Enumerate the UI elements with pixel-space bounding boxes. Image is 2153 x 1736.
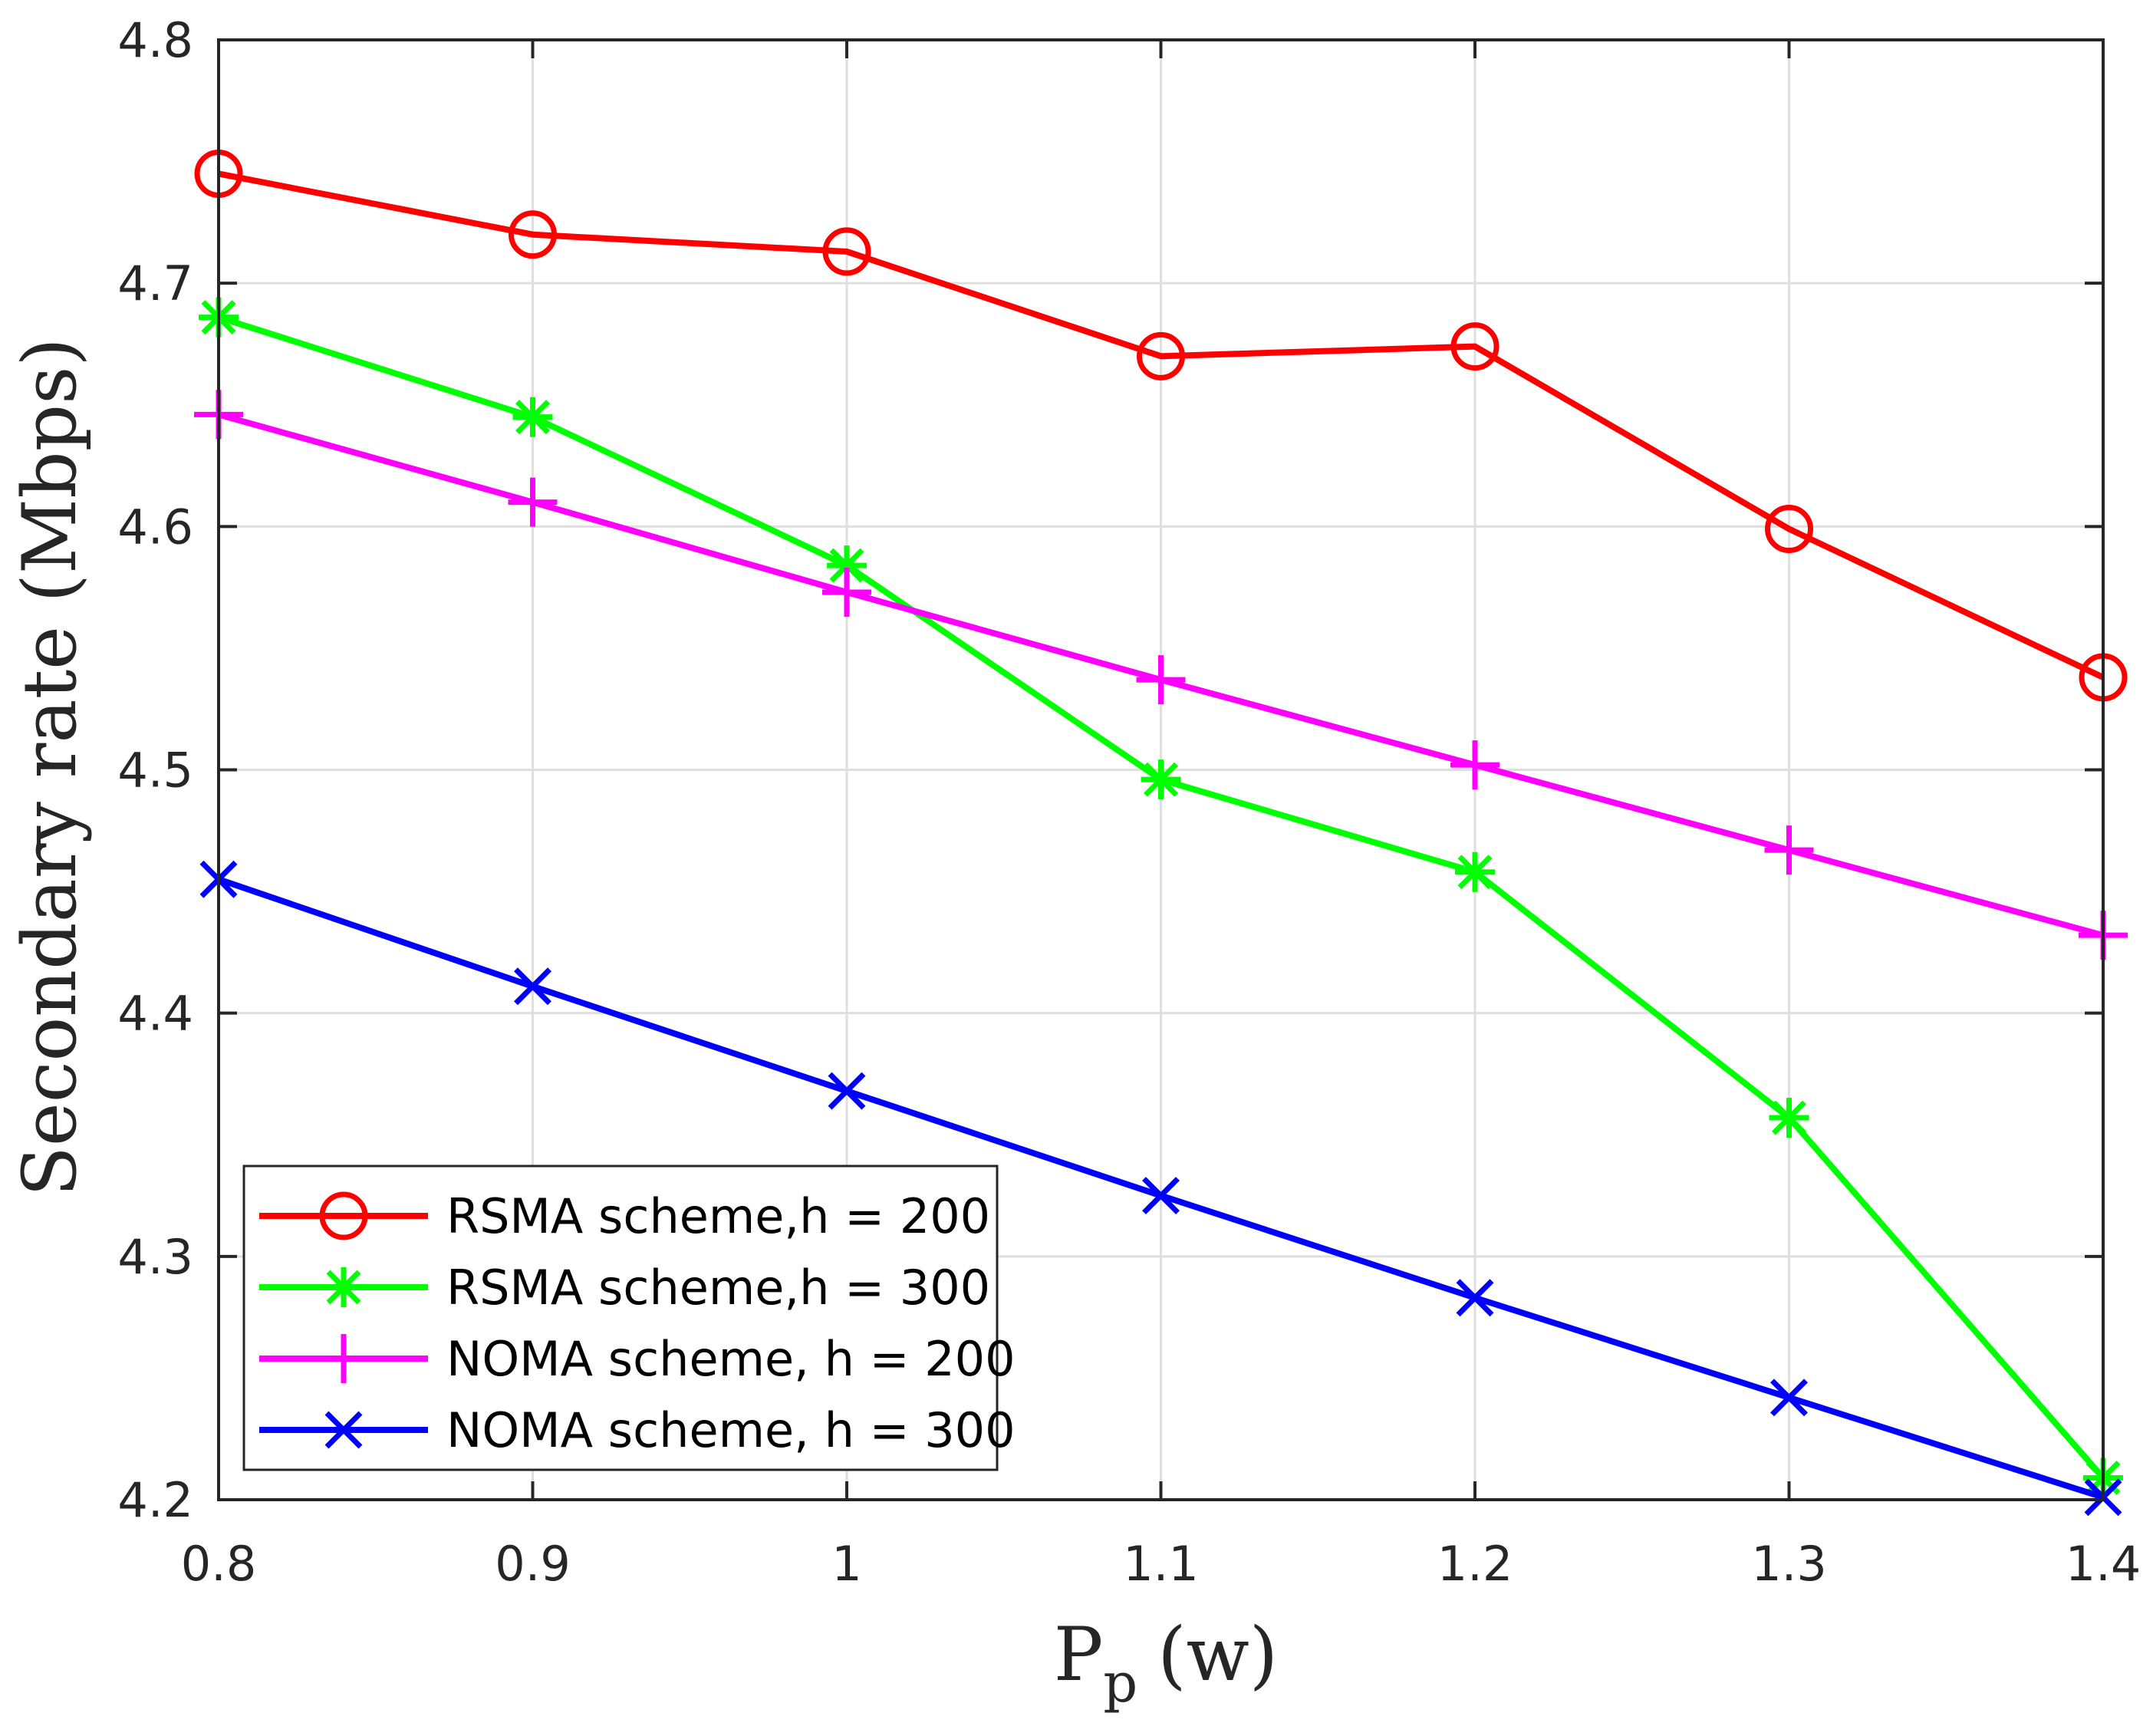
legend-item: NOMA scheme, h = 200 bbox=[259, 1331, 1016, 1387]
cross-marker bbox=[324, 1411, 363, 1449]
x-tick-label: 1.4 bbox=[2066, 1536, 2141, 1592]
series-line bbox=[218, 170, 2105, 680]
legend-label: NOMA scheme, h = 300 bbox=[446, 1402, 1016, 1458]
plus-marker bbox=[1136, 655, 1186, 705]
plus-marker bbox=[319, 1334, 368, 1383]
y-tick-label: 4.8 bbox=[117, 12, 193, 68]
asterisk-marker bbox=[1769, 1098, 1809, 1138]
x-axis-label-main: P bbox=[1054, 1612, 1104, 1698]
asterisk-marker bbox=[324, 1267, 364, 1307]
x-tick-label: 1.3 bbox=[1751, 1536, 1827, 1592]
legend-label: RSMA scheme,h = 200 bbox=[446, 1188, 990, 1244]
asterisk-marker bbox=[1455, 852, 1495, 892]
x-tick-label: 1 bbox=[831, 1536, 861, 1592]
legend-item: RSMA scheme,h = 200 bbox=[259, 1188, 990, 1244]
x-axis-label: Pp (w) bbox=[1054, 1612, 1278, 1715]
plus-marker bbox=[1764, 825, 1814, 875]
axes bbox=[217, 38, 2105, 1501]
cross-marker bbox=[1142, 1177, 1180, 1215]
y-tick-label: 4.5 bbox=[117, 743, 193, 799]
asterisk-marker bbox=[1141, 759, 1181, 800]
y-tick-label: 4.7 bbox=[117, 255, 193, 311]
series-1 bbox=[194, 149, 2128, 702]
legend-label: RSMA scheme,h = 300 bbox=[446, 1260, 990, 1316]
asterisk-marker bbox=[512, 397, 553, 437]
legend-item: RSMA scheme,h = 300 bbox=[259, 1260, 990, 1316]
y-tick-label: 4.4 bbox=[117, 986, 193, 1042]
cross-marker bbox=[1456, 1279, 1494, 1317]
plus-marker bbox=[822, 567, 871, 617]
legend-label: NOMA scheme, h = 200 bbox=[446, 1331, 1016, 1387]
y-tick-label: 4.6 bbox=[117, 499, 193, 555]
legend: RSMA scheme,h = 200 RSMA scheme,h = 300 NO… bbox=[242, 1164, 1016, 1471]
tick-labels: 0.8 0.9 1 1.1 1.2 1.3 1.4 4.2 4.3 4.4 4.5 4.6 4.7 4.8 bbox=[117, 12, 2141, 1592]
circle-marker bbox=[822, 227, 871, 276]
cross-marker bbox=[828, 1072, 866, 1110]
plot-series bbox=[194, 149, 2128, 1517]
x-tick-label: 0.9 bbox=[495, 1536, 571, 1592]
y-tick-label: 4.2 bbox=[117, 1472, 193, 1528]
legend-item: NOMA scheme, h = 300 bbox=[259, 1402, 1016, 1458]
x-tick-label: 1.1 bbox=[1123, 1536, 1199, 1592]
circle-marker bbox=[1137, 331, 1185, 380]
circle-marker bbox=[319, 1191, 368, 1240]
circle-marker bbox=[509, 210, 557, 259]
circle-marker bbox=[1450, 322, 1500, 371]
plus-marker bbox=[1450, 740, 1500, 790]
x-tick-label: 1.2 bbox=[1437, 1536, 1513, 1592]
x-axis-label-unit: (w) bbox=[1157, 1612, 1278, 1698]
x-axis-label-subscript: p bbox=[1103, 1652, 1137, 1715]
plus-marker bbox=[508, 477, 558, 527]
x-tick-label: 0.8 bbox=[181, 1536, 257, 1592]
cross-marker bbox=[514, 967, 551, 1006]
y-axis-label: Secondary rate (Mbps) bbox=[7, 338, 93, 1197]
cross-marker bbox=[1770, 1379, 1808, 1417]
asterisk-marker bbox=[827, 545, 867, 586]
y-tick-label: 4.3 bbox=[117, 1229, 193, 1285]
circle-marker bbox=[1765, 505, 1813, 554]
